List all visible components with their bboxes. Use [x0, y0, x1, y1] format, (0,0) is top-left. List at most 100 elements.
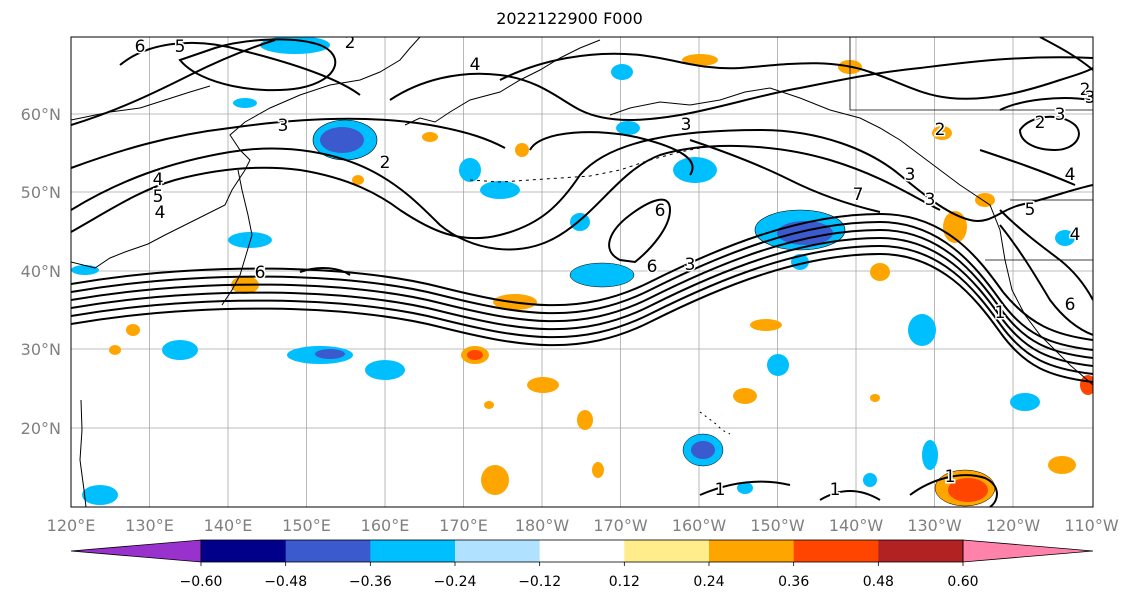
contour-line: [71, 39, 276, 126]
latitude-tick-labels: 60°N 50°N 40°N 30°N 20°N: [21, 105, 61, 438]
contour-line: [71, 128, 1093, 240]
positive-anomaly-region: [592, 462, 604, 478]
contour-line: [71, 220, 1093, 351]
positive-anomaly-region: [515, 143, 529, 157]
longitude-tick-label: 170°E: [439, 516, 488, 535]
contour-line: [999, 224, 1093, 336]
contour-value-label: 4: [153, 170, 164, 190]
positive-anomaly-region: [733, 388, 757, 404]
contour-line: [71, 252, 1093, 383]
longitude-tick-label: 140°W: [829, 516, 884, 535]
contour-value-label: 7: [853, 185, 864, 205]
colorbar-segment: [370, 540, 456, 562]
longitude-tick-label: 120°W: [986, 516, 1041, 535]
colorbar-tick-label: −0.60: [180, 574, 223, 590]
contour-value-label: 6: [647, 257, 658, 277]
negative-anomaly-core: [320, 127, 364, 153]
negative-anomaly-region: [480, 181, 520, 199]
colorbar-extend-low: [70, 539, 202, 563]
asia-coastline: [71, 37, 421, 269]
positive-anomaly-region: [682, 54, 718, 66]
contour-line: [1039, 37, 1093, 71]
coastlines: [71, 37, 1093, 507]
contour-line: [299, 267, 351, 276]
negative-anomaly-core: [777, 221, 833, 245]
colorbar-extend-high: [962, 539, 1094, 563]
longitude-tick-label: 120°E: [47, 516, 96, 535]
negative-anomaly-region: [1055, 230, 1075, 246]
negative-anomaly-region: [71, 265, 99, 275]
positive-anomaly-core: [948, 478, 988, 502]
contour-line: [71, 144, 941, 251]
aleutian-islands: [469, 147, 701, 183]
contour-value-label: 2: [1035, 113, 1046, 133]
positive-anomaly-region: [109, 345, 121, 355]
contour-value-label: 4: [1070, 225, 1081, 245]
contour-value-label: 3: [681, 115, 692, 135]
positive-anomaly-region: [527, 377, 559, 393]
contour-value-label: 3: [278, 116, 289, 136]
negative-anomaly-region: [673, 157, 717, 183]
map-title: 2022122900 F000: [496, 9, 643, 28]
colorbar-segment: [539, 540, 625, 562]
colorbar-tick-label: 0.36: [778, 574, 809, 590]
positive-anomaly-region: [126, 324, 140, 336]
colorbar-segment: [201, 540, 287, 562]
shaded-anomalies: [71, 37, 1093, 507]
negative-anomaly-region: [611, 64, 633, 80]
japan-sakhalin-coastline: [221, 169, 253, 306]
contour-line: [999, 97, 1091, 111]
latitude-tick-label: 30°N: [21, 340, 61, 359]
colorbar-segment: [793, 540, 879, 562]
latitude-tick-label: 60°N: [21, 105, 61, 124]
positive-anomaly-core: [1080, 375, 1093, 395]
contour-value-label: 1: [715, 480, 726, 500]
longitude-tick-label: 160°E: [361, 516, 410, 535]
contour-line: [699, 480, 791, 496]
negative-anomaly-region: [233, 98, 257, 108]
hawaiian-islands: [699, 411, 731, 435]
longitude-tick-label: 140°E: [204, 516, 253, 535]
positive-anomaly-region: [1048, 456, 1076, 474]
contour-value-label: 5: [1025, 200, 1036, 220]
contour-value-label: 2: [1080, 80, 1091, 100]
colorbar-segment: [709, 540, 795, 562]
contour-line: [529, 131, 694, 176]
negative-anomaly-region: [260, 37, 330, 54]
contour-line: [1018, 115, 1080, 152]
contour-value-label: 6: [1065, 295, 1076, 315]
contour-value-label: 2: [345, 33, 356, 53]
contour-value-label: 3: [685, 255, 696, 275]
colorbar-tick-label: −0.12: [518, 574, 561, 590]
longitude-tick-label: 180°W: [515, 516, 570, 535]
negative-anomaly-region: [922, 440, 938, 470]
negative-anomaly-region: [908, 314, 936, 346]
contour-line: [819, 490, 881, 501]
contour-value-label: 6: [655, 201, 666, 221]
longitude-tick-label: 130°W: [907, 516, 962, 535]
negative-anomaly-region: [767, 354, 789, 376]
colorbar-tick-label: 0.60: [947, 574, 978, 590]
positive-anomaly-region: [484, 401, 494, 409]
longitude-tick-labels: 120°E 130°E 140°E 150°E 160°E 170°E 180°W 170°W…: [47, 516, 1119, 535]
contour-value-label: 1: [995, 303, 1006, 323]
contour-line: [178, 38, 337, 92]
contour-line: [71, 244, 1093, 375]
longitude-tick-label: 160°W: [672, 516, 727, 535]
contour-value-label: 6: [255, 263, 266, 283]
contour-value-label: 3: [1055, 105, 1066, 125]
contour-value-label: 4: [1065, 165, 1076, 185]
colorbar-tick-label: −0.48: [264, 574, 307, 590]
colorbar-segment: [878, 540, 964, 562]
negative-anomaly-region: [570, 213, 590, 231]
positive-anomaly-region: [577, 410, 593, 430]
contour-value-label: 5: [175, 37, 186, 57]
colorbar-segment: [285, 540, 371, 562]
contour-value-label: 2: [380, 153, 391, 173]
longitude-tick-label: 150°E: [282, 516, 331, 535]
contour-value-label: 4: [470, 55, 481, 75]
contour-value-label: 5: [153, 187, 164, 207]
contour-line: [71, 236, 1093, 367]
contour-value-label: 1: [830, 480, 841, 500]
